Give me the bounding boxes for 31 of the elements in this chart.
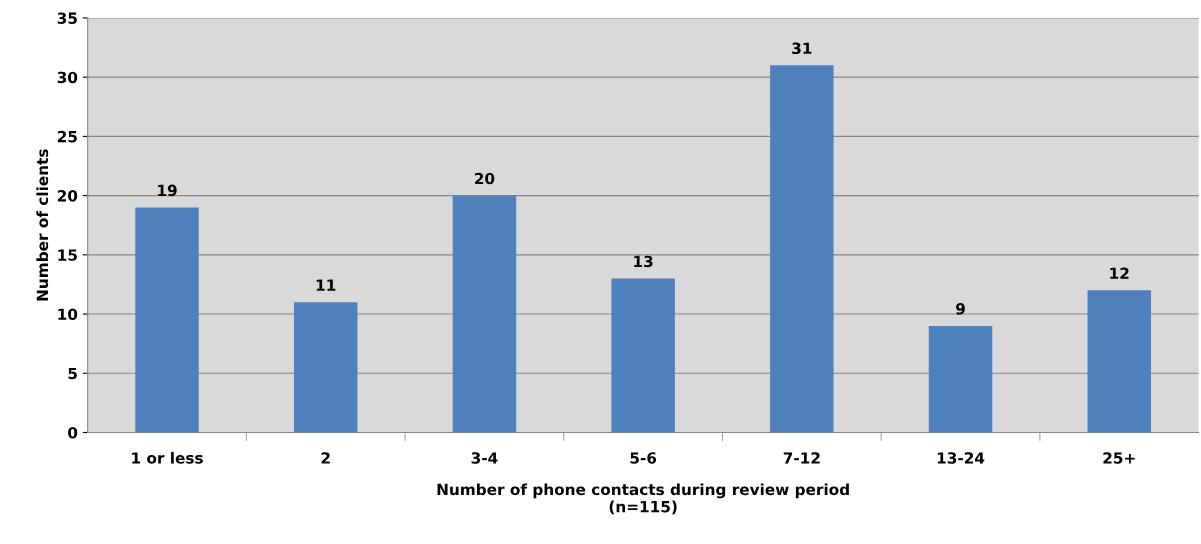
x-tick-label: 5-6 <box>630 452 657 464</box>
bar <box>293 302 358 433</box>
data-label: 31 <box>792 42 812 55</box>
y-tick-label: 10 <box>58 308 78 321</box>
y-tick-label: 30 <box>57 71 78 84</box>
x-tick-label: 3-4 <box>471 452 498 464</box>
bar <box>1087 290 1151 433</box>
bar <box>928 325 993 433</box>
x-axis-title: Number of phone contacts during review period (n=115) <box>437 483 849 515</box>
data-label: 20 <box>475 172 495 185</box>
y-tick-label: 35 <box>57 12 77 24</box>
y-tick-label: 15 <box>58 249 77 261</box>
bar <box>135 207 199 433</box>
x-tick-label: 25+ <box>1103 452 1135 464</box>
y-axis-title: Number of clients <box>36 149 49 301</box>
y-tick-label: 25 <box>57 130 77 143</box>
data-label: 13 <box>634 255 653 268</box>
y-tick-label: 0 <box>68 426 78 439</box>
data-label: 9 <box>956 303 965 315</box>
x-tick-label: 13-24 <box>937 452 985 464</box>
bar <box>611 278 675 433</box>
bar <box>452 195 517 433</box>
data-label: 11 <box>316 279 336 291</box>
x-tick-label: 1 or less <box>132 451 203 464</box>
x-tick-label: 7-12 <box>783 452 820 464</box>
data-label: 12 <box>1110 267 1129 279</box>
y-tick-label: 20 <box>57 190 78 202</box>
y-tick-label: 5 <box>68 367 77 380</box>
bar <box>770 65 834 433</box>
x-tick-label: 2 <box>321 452 330 464</box>
data-label: 19 <box>158 184 177 197</box>
